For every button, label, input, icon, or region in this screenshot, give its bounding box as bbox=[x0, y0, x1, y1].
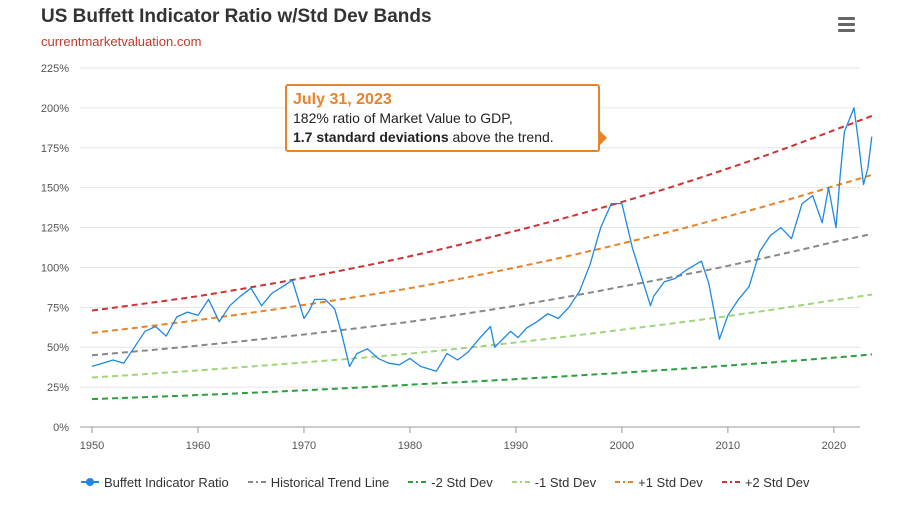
band-line--1-std-dev bbox=[91, 293, 873, 379]
legend-label: -2 Std Dev bbox=[431, 474, 493, 490]
legend-symbol bbox=[615, 481, 634, 483]
hamburger-menu-icon bbox=[838, 17, 855, 20]
y-tick-label: 100% bbox=[41, 262, 69, 274]
tooltip-deviation-text: 1.7 standard deviations above the trend. bbox=[293, 128, 592, 147]
x-tick-label: 1960 bbox=[186, 440, 210, 452]
y-tick-label: 75% bbox=[47, 302, 69, 314]
legend-label: +2 Std Dev bbox=[744, 474, 810, 490]
legend-item-buffett-indicator-ratio[interactable]: Buffett Indicator Ratio bbox=[80, 475, 229, 490]
x-tick-label: 2010 bbox=[716, 440, 740, 452]
band-line--1-std-dev bbox=[91, 173, 873, 334]
y-tick-label: 0% bbox=[53, 422, 69, 434]
y-tick-label: 175% bbox=[41, 143, 69, 155]
tooltip-date: July 31, 2023 bbox=[293, 91, 392, 108]
legend-item-historical-trend-line[interactable]: Historical Trend Line bbox=[247, 474, 390, 490]
legend-label: +1 Std Dev bbox=[638, 474, 703, 490]
legend-symbol bbox=[81, 478, 99, 486]
chart-title: US Buffett Indicator Ratio w/Std Dev Ban… bbox=[41, 6, 432, 27]
x-tick-label: 1950 bbox=[80, 440, 104, 452]
data-tooltip: July 31, 2023 182% ratio of Market Value… bbox=[285, 84, 607, 152]
x-tick-label: 2000 bbox=[610, 440, 634, 452]
hamburger-menu-icon-bar bbox=[838, 23, 855, 26]
y-tick-label: 200% bbox=[41, 103, 69, 115]
y-tick-label: 50% bbox=[47, 342, 69, 354]
legend-item--2-std-dev[interactable]: -2 Std Dev bbox=[407, 474, 493, 490]
band-line--2-std-dev bbox=[91, 114, 873, 312]
hamburger-menu-icon-bar bbox=[838, 29, 855, 32]
band-line-historical-trend-line bbox=[91, 232, 873, 357]
legend-label: -1 Std Dev bbox=[534, 474, 597, 490]
chart-legend: Buffett Indicator Ratio Historical Trend … bbox=[80, 472, 828, 492]
legend-label: Buffett Indicator Ratio bbox=[104, 474, 229, 490]
x-tick-label: 1980 bbox=[398, 440, 422, 452]
tooltip-ratio-text: 182% ratio of Market Value to GDP, bbox=[293, 110, 513, 126]
y-tick-label: 25% bbox=[47, 382, 69, 394]
x-tick-label: 1990 bbox=[504, 440, 528, 452]
band-line--2-std-dev bbox=[91, 353, 873, 401]
y-tick-label: 225% bbox=[41, 63, 69, 75]
x-tick-label: 1970 bbox=[292, 440, 316, 452]
buffett-indicator-line bbox=[91, 107, 873, 372]
tooltip-deviation-suffix: above the trend. bbox=[448, 129, 554, 145]
y-tick-label: 125% bbox=[41, 223, 69, 235]
legend-symbol bbox=[408, 481, 427, 483]
legend-item--2-std-dev[interactable]: +2 Std Dev bbox=[721, 475, 810, 490]
legend-item--1-std-dev[interactable]: +1 Std Dev bbox=[614, 475, 703, 490]
x-tick-label: 2020 bbox=[822, 440, 846, 452]
legend-symbol bbox=[721, 481, 740, 483]
legend-label: Historical Trend Line bbox=[270, 474, 390, 490]
chart-source-link[interactable]: currentmarketvaluation.com bbox=[41, 34, 202, 49]
legend-marker bbox=[86, 478, 94, 486]
y-tick-label: 150% bbox=[41, 183, 69, 195]
chart-menu-button[interactable] bbox=[836, 14, 858, 34]
legend-symbol bbox=[511, 481, 530, 483]
tooltip-deviation-value: 1.7 standard deviations bbox=[293, 129, 449, 145]
legend-symbol bbox=[247, 481, 266, 483]
legend-item--1-std-dev[interactable]: -1 Std Dev bbox=[511, 475, 596, 490]
